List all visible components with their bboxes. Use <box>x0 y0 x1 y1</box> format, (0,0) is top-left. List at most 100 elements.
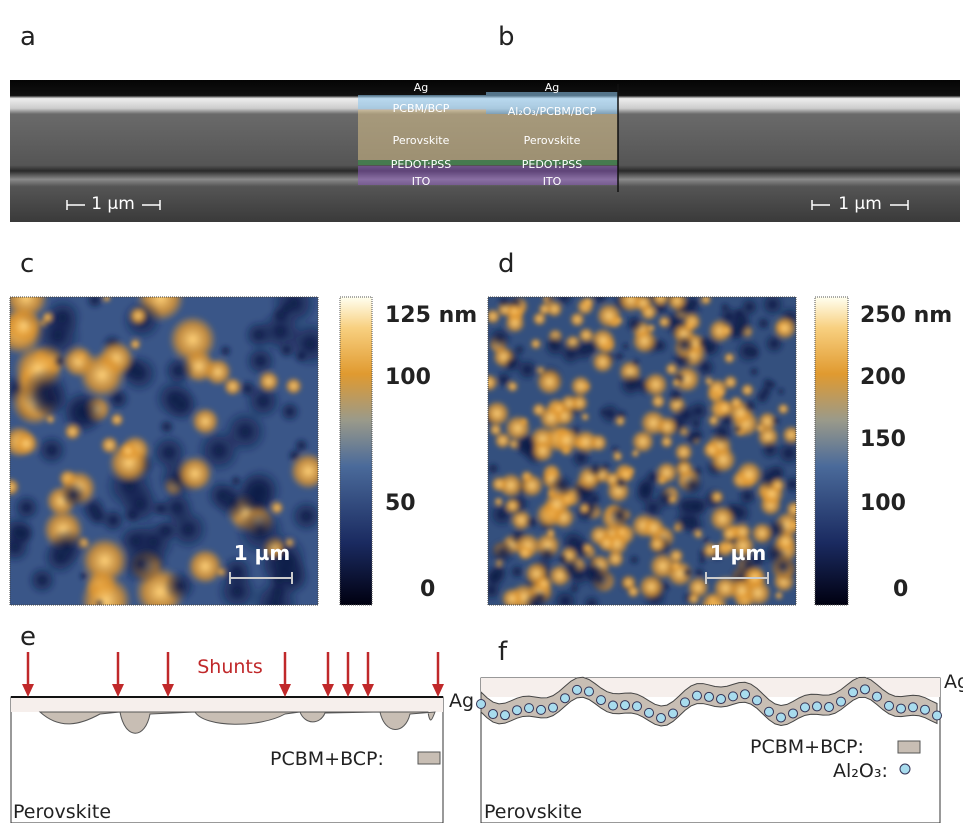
texture-blob <box>733 522 752 542</box>
texture-blob <box>235 505 286 557</box>
texture-blob <box>569 311 585 328</box>
colorbar <box>814 296 849 606</box>
texture-blob <box>535 575 553 593</box>
afm-frame <box>9 296 319 606</box>
al2o3-particle <box>860 684 870 695</box>
texture-blob <box>694 356 717 379</box>
al2o3-particle <box>884 700 894 711</box>
texture-blob <box>491 476 508 493</box>
texture-blob <box>591 297 610 306</box>
al2o3-particle <box>692 690 702 701</box>
texture-blob <box>552 401 567 416</box>
texture-blob <box>775 439 796 467</box>
texture-blob <box>598 401 622 426</box>
texture-blob <box>777 403 790 415</box>
al2o3-particle <box>824 702 834 713</box>
texture-blob <box>759 439 781 461</box>
texture-blob <box>553 426 581 454</box>
texture-blob <box>655 461 679 484</box>
arrow-head <box>362 684 374 697</box>
texture-blob <box>546 528 556 538</box>
legend-label: PCBM+BCP: <box>750 736 864 758</box>
texture-blob <box>488 308 501 325</box>
texture-blob <box>552 588 579 605</box>
texture-blob <box>281 553 298 570</box>
al2o3-particle <box>572 684 582 695</box>
shunt-arrows <box>22 652 444 697</box>
texture-blob <box>586 565 614 593</box>
arrow-head <box>22 684 34 697</box>
texture-blob <box>674 334 695 356</box>
layer-label: PCBM/BCP <box>393 102 450 115</box>
texture-blob <box>615 316 624 325</box>
panel-label: b <box>498 22 515 52</box>
texture-blob <box>591 350 614 374</box>
layer-label: PEDOT:PSS <box>522 158 583 171</box>
texture-blob <box>617 372 643 398</box>
texture-blob <box>531 439 555 463</box>
al2o3-particle <box>800 702 810 713</box>
ag-layer <box>11 697 443 713</box>
texture-blob <box>129 338 142 351</box>
texture-blob <box>681 473 705 497</box>
texture-blob <box>735 460 763 488</box>
texture-blob <box>785 500 796 518</box>
al2o3-particle <box>596 695 606 706</box>
texture-blob <box>734 337 762 365</box>
texture-blob <box>80 574 132 605</box>
texture-blob <box>788 519 796 531</box>
texture-blob <box>621 342 630 351</box>
texture-blob <box>289 452 318 491</box>
al2o3-particle <box>728 691 738 702</box>
texture-blob <box>258 370 280 393</box>
texture-blob <box>537 545 557 564</box>
layer-label: ITO <box>412 175 431 188</box>
bottom-label: Perovskite <box>484 801 582 823</box>
texture-blob <box>488 325 513 351</box>
texture-blob <box>673 509 698 534</box>
al2o3-particle <box>656 713 666 724</box>
scale-bar <box>66 200 909 210</box>
texture-blob <box>688 297 699 308</box>
colorbar-tick: 50 <box>385 491 416 516</box>
texture-blob <box>581 297 595 309</box>
top-label: Ag <box>944 671 963 693</box>
texture-blob <box>736 485 758 507</box>
texture-blob <box>494 432 512 450</box>
texture-blob <box>14 431 39 456</box>
al2o3-particle <box>608 700 618 711</box>
texture-blob <box>94 598 105 605</box>
texture-blob <box>733 424 743 434</box>
colorbar-tick: 0 <box>420 577 435 602</box>
texture-blob <box>653 486 678 511</box>
colorbar-tick: 250 nm <box>860 303 952 328</box>
texture-blob <box>129 306 148 325</box>
texture-blob <box>163 569 197 603</box>
texture-blob <box>776 387 786 396</box>
texture-blob <box>693 529 704 539</box>
texture-blob <box>729 395 744 410</box>
texture-blob <box>166 507 210 551</box>
texture-blob <box>649 552 677 580</box>
texture-blob <box>81 536 129 585</box>
texture-blob <box>488 373 499 392</box>
texture-blob <box>118 441 138 461</box>
texture-blob <box>504 357 518 371</box>
texture-blob <box>667 386 684 404</box>
texture-blob <box>488 461 500 476</box>
al2o3-particle <box>716 694 726 705</box>
texture-blob <box>519 473 544 498</box>
texture-blob <box>630 357 641 368</box>
texture-blob <box>504 312 526 334</box>
texture-blob <box>509 563 526 580</box>
texture-blob <box>59 481 87 509</box>
texture-blob <box>554 297 575 308</box>
texture-blob <box>643 372 669 398</box>
texture-blob <box>64 423 81 441</box>
texture-blob <box>278 400 302 424</box>
texture-blob <box>631 429 655 454</box>
texture-blob <box>733 307 745 318</box>
texture-blob <box>760 297 786 318</box>
al2o3-particle <box>476 699 486 709</box>
afm-frame <box>487 296 797 606</box>
